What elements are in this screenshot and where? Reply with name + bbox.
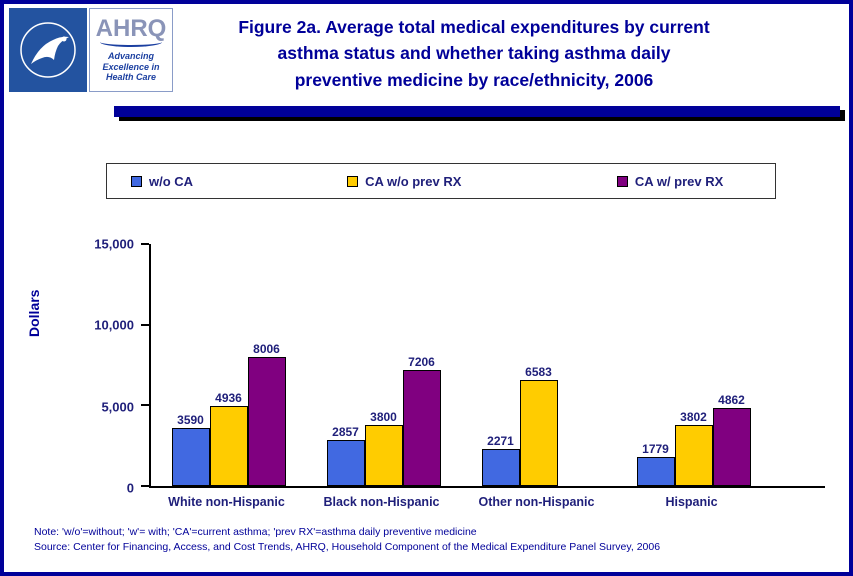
bar-ca-w-o-prev-rx-black-non-hispanic bbox=[364, 424, 403, 486]
y-tick-mark bbox=[141, 323, 149, 326]
ahrq-logo-tagline: Advancing Excellence in Health Care bbox=[102, 50, 160, 83]
hhs-seal-icon bbox=[9, 8, 87, 92]
bar-slot: 3590 bbox=[171, 244, 210, 486]
bar-slot: 1779 bbox=[636, 244, 675, 486]
header-logos: AHRQ Advancing Excellence in Health Care bbox=[9, 8, 173, 92]
bar-w-o-ca-hispanic bbox=[636, 457, 675, 486]
bar-slot: 2271 bbox=[481, 244, 520, 486]
y-tick-label: 5,000 bbox=[101, 399, 134, 415]
bar-ca-w-o-prev-rx-hispanic bbox=[674, 424, 713, 486]
bar-ca-w-prev-rx-black-non-hispanic bbox=[402, 369, 441, 486]
bar-group-other-non-hispanic: 2271 6583 bbox=[461, 244, 616, 486]
bar-w-o-ca-other-non-hispanic bbox=[481, 449, 520, 486]
bar-slot: 3800 bbox=[364, 244, 403, 486]
chart-legend: w/o CA CA w/o prev RX CA w/ prev RX bbox=[106, 163, 776, 199]
bar-value-label: 3800 bbox=[370, 409, 397, 424]
ahrq-logo: AHRQ Advancing Excellence in Health Care bbox=[89, 8, 173, 92]
legend-item-ca-w-prev-rx: CA w/ prev RX bbox=[563, 174, 775, 189]
x-category-label-other-non-hispanic: Other non-Hispanic bbox=[478, 495, 595, 509]
y-tick-label: 0 bbox=[126, 480, 134, 496]
bar-slot: 4936 bbox=[209, 244, 248, 486]
legend-swatch-icon bbox=[131, 175, 142, 187]
bar-value-label: 3590 bbox=[177, 413, 204, 428]
ahrq-logo-swoosh-icon bbox=[100, 41, 162, 47]
bar-value-label: 7206 bbox=[408, 354, 435, 369]
bar-value-label: 4936 bbox=[215, 391, 242, 406]
bar-value-label: 3802 bbox=[680, 409, 707, 424]
bar-value-label: 1779 bbox=[642, 442, 669, 457]
bar-slot: 6583 bbox=[519, 244, 558, 486]
legend-item-w-o-ca: w/o CA bbox=[107, 174, 319, 189]
hhs-logo bbox=[9, 8, 87, 92]
header-divider bbox=[114, 106, 840, 117]
legend-label: CA w/ prev RX bbox=[634, 173, 724, 189]
legend-item-ca-w-o-prev-rx: CA w/o prev RX bbox=[319, 174, 563, 189]
bar-value-label: 2271 bbox=[487, 434, 514, 449]
y-tick-mark bbox=[141, 243, 149, 245]
bar-ca-w-o-prev-rx-other-non-hispanic bbox=[519, 379, 558, 486]
note-text: Note: 'w/o'=without; 'w'= with; 'CA'=cur… bbox=[34, 526, 477, 538]
bar-value-label: 6583 bbox=[525, 364, 552, 379]
ahrq-logo-text: AHRQ bbox=[95, 14, 167, 42]
figure-title-line: asthma status and whether taking asthma … bbox=[277, 43, 671, 64]
bar-group-white-non-hispanic: 3590 4936 8006 bbox=[151, 244, 306, 486]
bar-slot bbox=[558, 244, 596, 486]
legend-swatch-icon bbox=[616, 175, 628, 187]
bar-ca-w-o-prev-rx-white-non-hispanic bbox=[209, 406, 248, 486]
x-category-label-black-non-hispanic: Black non-Hispanic bbox=[323, 495, 440, 509]
bar-w-o-ca-white-non-hispanic bbox=[171, 428, 210, 486]
bar-ca-w-prev-rx-hispanic bbox=[712, 407, 751, 486]
bar-group-hispanic: 1779 3802 4862 bbox=[616, 244, 771, 486]
y-tick-mark bbox=[141, 485, 149, 487]
legend-label: w/o CA bbox=[149, 173, 194, 189]
bar-slot: 3802 bbox=[674, 244, 713, 486]
plot-area: 3590 4936 8006 2857 3800 7206 2271 6583 1779 3802… bbox=[141, 243, 825, 488]
y-tick-label: 15,000 bbox=[94, 236, 134, 252]
bar-ca-w-prev-rx-white-non-hispanic bbox=[247, 356, 286, 486]
figure-title-line: Figure 2a. Average total medical expendi… bbox=[238, 17, 710, 37]
y-tick-mark bbox=[141, 404, 149, 407]
x-category-label-white-non-hispanic: White non-Hispanic bbox=[168, 495, 285, 509]
legend-swatch-icon bbox=[347, 175, 359, 187]
source-text: Source: Center for Financing, Access, an… bbox=[34, 541, 661, 553]
bar-group-black-non-hispanic: 2857 3800 7206 bbox=[306, 244, 461, 486]
y-axis: 0 5,000 10,000 15,000 bbox=[52, 237, 134, 496]
legend-label: CA w/o prev RX bbox=[365, 173, 462, 189]
bar-value-label: 2857 bbox=[332, 424, 359, 439]
bar-value-label: 8006 bbox=[253, 341, 280, 356]
bar-slot: 7206 bbox=[402, 244, 441, 486]
bar-slot: 4862 bbox=[712, 244, 751, 486]
x-category-label-hispanic: Hispanic bbox=[665, 495, 718, 509]
bar-value-label: 4862 bbox=[718, 392, 745, 407]
figure-title-line: preventive medicine by race/ethnicity, 2… bbox=[294, 69, 654, 90]
bar-groups: 3590 4936 8006 2857 3800 7206 2271 6583 1779 3802… bbox=[151, 244, 771, 486]
bar-slot: 8006 bbox=[247, 244, 286, 486]
bar-w-o-ca-black-non-hispanic bbox=[326, 439, 365, 486]
y-axis-title: Dollars bbox=[26, 289, 42, 337]
x-axis-labels: White non-Hispanic Black non-Hispanic Othe… bbox=[149, 495, 769, 509]
bar-slot: 2857 bbox=[326, 244, 365, 486]
y-tick-label: 10,000 bbox=[94, 317, 134, 333]
figure-title: Figure 2a. Average total medical expendi… bbox=[184, 14, 764, 93]
